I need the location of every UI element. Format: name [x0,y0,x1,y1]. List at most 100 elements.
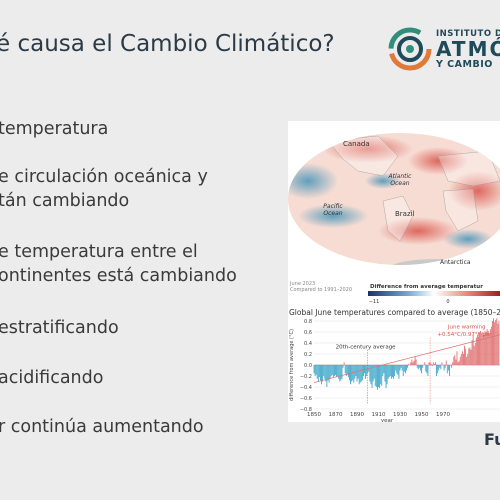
colorbar [368,291,500,296]
bar [411,359,413,365]
bar [425,365,427,372]
map-caption-date: June 2023 Compared to 1991–2020 [289,281,352,293]
bar [330,365,332,376]
bar [422,365,424,368]
bar [463,354,464,365]
bar [316,365,318,379]
bar [483,334,485,365]
bar [470,349,472,365]
bar [432,362,434,365]
bar [392,365,393,378]
bar [350,365,351,385]
bar [489,329,491,365]
bar [497,323,499,365]
bar [490,326,492,365]
bar [403,365,405,372]
bar [466,356,468,365]
bar [481,333,483,365]
bar [332,365,334,378]
trend-annotation-line1: June warming [447,325,486,331]
bar [479,333,481,365]
logo-line-2: ATMÓS [436,37,500,61]
bar [377,365,378,390]
logo-line-1: INSTITUTO DE C [436,29,500,39]
bar [488,333,490,365]
bar [371,365,373,389]
y-tick-label: 0.8 [304,319,312,325]
map-label-atlantic: Atlantic Ocean [388,173,413,187]
baseline-annotation: 20th-century average [336,345,397,351]
bar [369,365,371,382]
bar [336,365,338,378]
bar [343,362,345,365]
bar [496,318,498,365]
colorbar-tick: −11 [369,299,380,305]
map-label-canada: Canada [343,140,370,148]
map-label-pacific: Pacific Ocean [323,203,343,217]
y-tick-label: −0.8 [300,407,312,413]
bar [437,365,439,374]
trend-line [313,334,500,383]
bar [361,365,363,381]
bar [353,365,355,383]
bar [482,332,484,365]
bar [455,359,457,365]
bar [394,365,396,376]
y-tick-label: −0.2 [300,374,312,380]
bar [468,348,470,365]
x-tick-label: 1950 [415,412,429,418]
institute-logo: INSTITUTO DE C ATMÓS Y CAMBIO [388,27,500,77]
bar [313,365,315,374]
bar [381,365,383,386]
bar [460,354,462,365]
x-tick-label: 1930 [393,412,407,418]
bar [486,329,488,365]
bar [347,365,349,378]
bullet-item: e circulación oceánica y tán cambiando [0,165,208,213]
bar [324,365,326,379]
temperature-map: Canada Atlantic Ocean Pacific Ocean Brazil… [288,133,500,422]
bar [325,365,327,382]
bar [426,365,428,374]
bar [341,365,343,379]
bar [449,365,450,376]
bar [475,337,477,365]
bar [390,365,392,379]
bar [476,334,478,365]
bar [472,334,474,365]
bar [418,365,420,368]
bar [314,365,316,376]
bar [421,365,422,374]
bar [320,365,321,381]
bar [464,345,465,365]
bar [349,365,350,381]
bar [335,365,336,375]
bar [416,365,418,368]
bar [328,365,330,383]
bar [438,365,440,371]
bar [366,365,368,376]
bar [443,365,445,371]
bar [321,365,322,385]
bar [474,343,476,365]
bar [379,365,381,389]
bar [364,365,365,374]
bar [415,359,417,365]
bar [456,351,458,365]
bar [473,345,475,365]
bar [331,365,333,375]
bar [495,319,497,365]
bullet-item: estratificando [0,316,119,340]
bullet-item: temperatura [0,117,108,141]
x-tick-label: 1870 [329,412,343,418]
bullet-line: ontinentes está cambiando [0,266,237,286]
bar [412,362,414,365]
bar [400,365,402,368]
source-label: Fu [484,430,500,449]
bar [326,365,328,387]
bullet-line: estratificando [0,318,119,338]
bar [399,365,401,371]
bar [480,330,482,365]
bar [318,365,320,378]
bar [340,365,342,381]
